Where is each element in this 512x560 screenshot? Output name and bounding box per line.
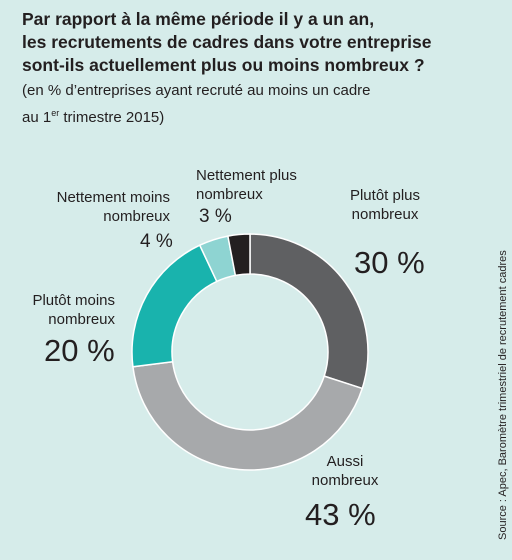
value-label: 3 % — [199, 206, 232, 227]
subtitle-text: trimestre 2015) — [63, 109, 165, 126]
value-label: 4 % — [140, 231, 173, 252]
title-line: sont-ils actuellement plus ou moins nomb… — [22, 55, 425, 75]
subtitle-line: au 1er trimestre 2015) — [22, 102, 492, 129]
category-label: Nettement moins nombreux — [56, 189, 170, 225]
donut-segment — [249, 233, 369, 390]
subtitle-text: au 1 — [22, 109, 52, 126]
subtitle: (en % d’entreprises ayant recruté au moi… — [22, 80, 492, 129]
category-label: Plutôt plus nombreux — [349, 187, 421, 223]
title-line: les recrutements de cadres dans votre en… — [22, 32, 432, 52]
category-label: Aussi nombreux — [311, 453, 379, 489]
donut-segment — [131, 244, 218, 368]
category-label: Nettement plus nombreux — [196, 167, 297, 203]
source: Source : Apec, Baromètre trimestriel de … — [497, 250, 509, 540]
category-label: Plutôt moins nombreux — [32, 292, 115, 328]
subtitle-sup: er — [51, 108, 60, 118]
value-label: 43 % — [305, 497, 376, 532]
donut-segment — [132, 360, 364, 471]
value-label: 30 % — [354, 245, 425, 280]
value-label: 20 % — [44, 333, 115, 368]
donut-segment — [227, 233, 251, 277]
chart-title: Par rapport à la même période il y a un … — [22, 8, 492, 77]
subtitle-line: (en % d’entreprises ayant recruté au moi… — [22, 82, 371, 99]
title-line: Par rapport à la même période il y a un … — [22, 9, 375, 29]
